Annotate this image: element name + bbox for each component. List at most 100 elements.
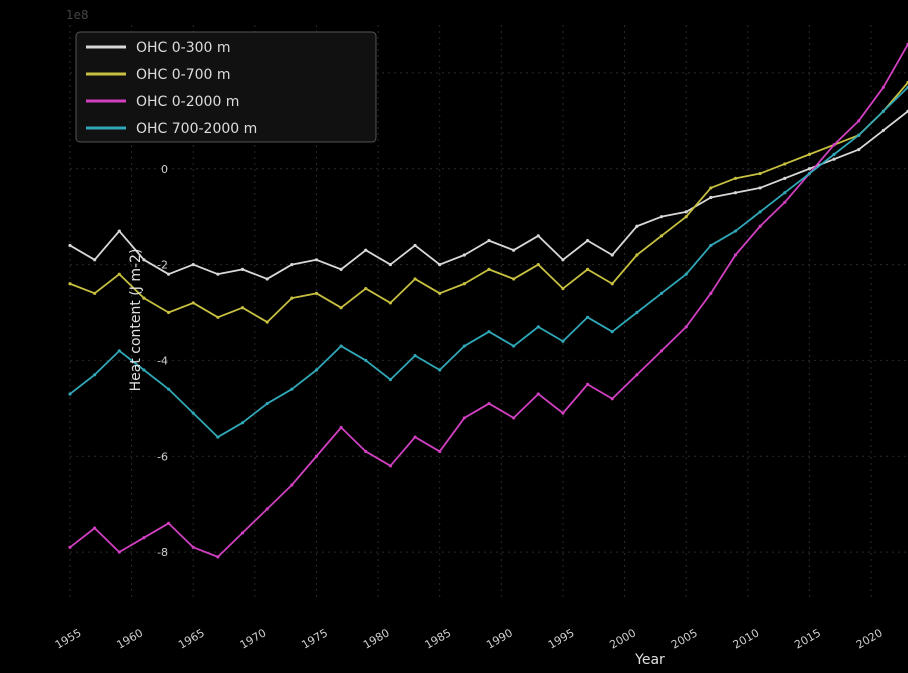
- data-point: [314, 454, 319, 458]
- data-point: [265, 277, 269, 281]
- data-point: [438, 368, 442, 372]
- data-point: [413, 243, 417, 248]
- legend-entry-label: OHC 0-300 m: [136, 40, 231, 56]
- data-point: [117, 272, 121, 276]
- data-point: [487, 401, 491, 406]
- data-point: [733, 191, 738, 195]
- data-point: [758, 224, 762, 228]
- data-point: [487, 267, 491, 271]
- data-point: [314, 258, 319, 262]
- data-point: [290, 387, 294, 391]
- data-point: [314, 368, 319, 372]
- data-point: [709, 291, 713, 295]
- data-point: [462, 253, 466, 257]
- data-point: [512, 344, 516, 348]
- data-point: [585, 382, 590, 386]
- data-point: [684, 325, 688, 329]
- data-point: [240, 531, 245, 535]
- data-point: [610, 282, 614, 286]
- data-point: [857, 133, 861, 137]
- data-point: [265, 320, 269, 324]
- data-point: [388, 301, 393, 305]
- data-point: [240, 267, 245, 271]
- data-point: [68, 545, 72, 549]
- legend-box: [75, 31, 377, 143]
- data-point: [585, 239, 590, 243]
- data-point: [733, 253, 738, 257]
- data-point: [857, 119, 861, 123]
- data-point: [68, 282, 72, 286]
- data-point: [216, 555, 220, 559]
- data-point: [709, 186, 713, 190]
- data-point: [290, 483, 294, 487]
- data-point: [585, 315, 590, 319]
- data-point: [117, 550, 121, 554]
- data-point: [364, 449, 368, 454]
- data-point: [314, 291, 319, 295]
- data-point: [413, 354, 417, 358]
- data-point: [635, 224, 639, 228]
- data-point: [339, 344, 343, 348]
- y-exponent-label: 1e8: [66, 8, 89, 22]
- data-point: [783, 176, 787, 180]
- data-point: [240, 421, 245, 425]
- data-point: [191, 411, 195, 415]
- data-point: [166, 272, 171, 276]
- data-point: [191, 301, 195, 305]
- data-point: [807, 152, 812, 156]
- data-point: [561, 286, 565, 291]
- data-point: [413, 277, 417, 281]
- data-point: [561, 411, 565, 415]
- data-point: [265, 507, 269, 511]
- data-point: [832, 152, 836, 156]
- data-point: [166, 310, 171, 315]
- data-point: [216, 435, 220, 439]
- data-point: [783, 162, 787, 166]
- data-point: [783, 191, 787, 195]
- data-point: [290, 296, 294, 300]
- data-point: [758, 210, 762, 214]
- data-point: [585, 267, 590, 271]
- data-point: [117, 349, 121, 353]
- data-point: [216, 315, 220, 319]
- data-point: [68, 243, 72, 248]
- data-point: [117, 229, 121, 233]
- data-point: [610, 330, 614, 334]
- data-point: [733, 176, 738, 180]
- data-point: [709, 243, 713, 248]
- data-point: [635, 310, 639, 315]
- data-point: [166, 387, 171, 391]
- data-point: [462, 282, 466, 286]
- data-point: [339, 267, 343, 271]
- data-point: [536, 392, 540, 396]
- y-tick-label: -8: [157, 546, 168, 559]
- data-point: [93, 291, 97, 295]
- data-point: [413, 435, 417, 439]
- data-point: [142, 368, 146, 372]
- data-point: [462, 416, 466, 420]
- data-point: [561, 339, 565, 343]
- data-point: [881, 85, 885, 89]
- data-point: [610, 253, 614, 257]
- data-point: [659, 215, 664, 219]
- data-point: [512, 248, 516, 252]
- data-point: [487, 330, 491, 334]
- data-point: [832, 157, 836, 161]
- data-point: [290, 262, 294, 267]
- y-axis-label: Heat content (J m-2): [128, 249, 144, 392]
- data-point: [536, 234, 540, 238]
- data-point: [807, 171, 812, 176]
- data-point: [216, 272, 220, 276]
- data-point: [462, 344, 466, 348]
- data-point: [881, 109, 885, 113]
- data-point: [512, 277, 516, 281]
- data-point: [438, 449, 442, 454]
- legend: OHC 0-300 m OHC 0-700 m OHC 0-2000 m OHC 70…: [75, 31, 377, 143]
- data-point: [339, 425, 343, 430]
- data-point: [709, 195, 713, 200]
- data-point: [364, 286, 368, 291]
- data-point: [512, 416, 516, 420]
- data-point: [659, 234, 664, 238]
- data-point: [93, 258, 97, 262]
